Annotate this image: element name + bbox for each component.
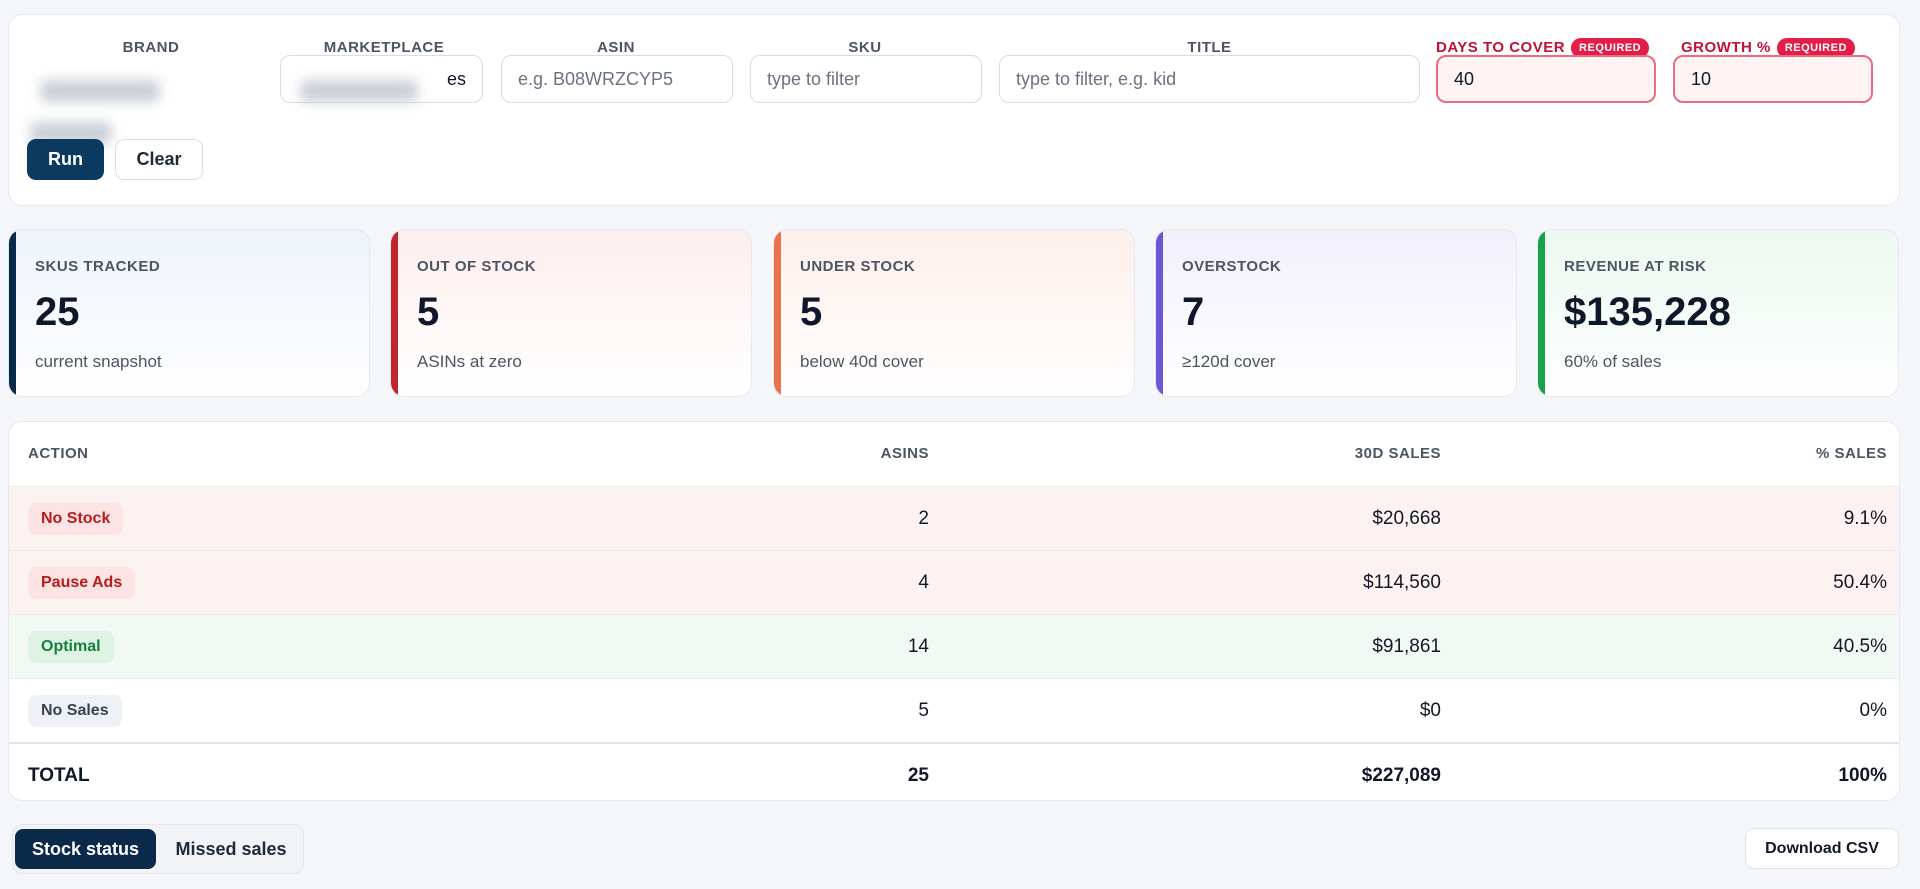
sales-cell: $91,861 <box>1372 636 1441 657</box>
kpi-subtitle: ≥120d cover <box>1182 352 1276 371</box>
growth-input[interactable] <box>1673 55 1873 103</box>
kpi-overstock: OVERSTOCK 7 ≥120d cover <box>1155 229 1517 397</box>
kpi-value: 7 <box>1182 290 1205 334</box>
title-input[interactable] <box>999 55 1420 103</box>
kpi-accent <box>774 230 781 396</box>
table-total-row: TOTAL 25 $227,089 100% <box>9 742 1899 800</box>
kpi-accent <box>1538 230 1545 396</box>
sku-label: SKU <box>848 39 882 56</box>
tab-stock-status[interactable]: Stock status <box>15 829 156 869</box>
redacted-brand <box>40 80 160 102</box>
kpi-accent <box>391 230 398 396</box>
action-pill: No Stock <box>28 502 124 535</box>
action-cell: Pause Ads <box>28 551 136 615</box>
kpi-value: 5 <box>800 290 823 334</box>
kpi-accent <box>1156 230 1163 396</box>
asins-cell: 2 <box>918 508 929 529</box>
pct-cell: 40.5% <box>1833 636 1887 657</box>
kpi-label: OUT OF STOCK <box>417 258 537 275</box>
asins-cell: 14 <box>907 636 929 657</box>
kpi-subtitle: 60% of sales <box>1564 352 1662 371</box>
action-summary-table: ACTION ASINS 30D SALES % SALES No Stock … <box>8 421 1900 801</box>
required-badge: REQUIRED <box>1776 38 1855 58</box>
clear-button[interactable]: Clear <box>115 139 203 180</box>
kpi-value: 5 <box>417 290 440 334</box>
header-pct-sales: % SALES <box>1815 445 1887 462</box>
kpi-value: $135,228 <box>1564 290 1731 334</box>
action-cell: No Stock <box>28 487 124 551</box>
download-csv-button[interactable]: Download CSV <box>1745 828 1899 869</box>
pct-cell: 0% <box>1859 700 1887 721</box>
kpi-label: OVERSTOCK <box>1182 258 1282 275</box>
redacted-marketplace <box>300 80 418 102</box>
kpi-skus-tracked: SKUS TRACKED 25 current snapshot <box>8 229 370 397</box>
kpi-label: SKUS TRACKED <box>35 258 161 275</box>
table-header: ACTION ASINS 30D SALES % SALES <box>9 422 1899 486</box>
action-pill: Pause Ads <box>28 566 136 599</box>
kpi-subtitle: ASINs at zero <box>417 352 522 371</box>
tab-missed-sales[interactable]: Missed sales <box>163 829 299 869</box>
kpi-label: REVENUE AT RISK <box>1564 258 1707 275</box>
action-pill: No Sales <box>28 694 122 727</box>
asins-cell: 4 <box>918 572 929 593</box>
days-to-cover-label: DAYS TO COVER REQUIRED <box>1436 38 1656 58</box>
pct-cell: 9.1% <box>1843 508 1887 529</box>
view-tabs: Stock status Missed sales <box>12 824 304 874</box>
kpi-label: UNDER STOCK <box>800 258 916 275</box>
kpi-subtitle: current snapshot <box>35 352 162 371</box>
days-to-cover-input[interactable] <box>1436 55 1656 103</box>
header-asins: ASINS <box>880 445 929 462</box>
marketplace-label: MARKETPLACE <box>323 39 445 56</box>
action-pill: Optimal <box>28 630 114 663</box>
action-cell: Optimal <box>28 615 114 679</box>
header-30d-sales: 30D SALES <box>1354 445 1441 462</box>
table-row[interactable]: Optimal 14 $91,861 40.5% <box>9 614 1899 678</box>
action-cell: No Sales <box>28 679 122 743</box>
title-label: TITLE <box>1187 39 1232 56</box>
brand-label: BRAND <box>122 39 180 56</box>
total-asins: 25 <box>907 765 929 786</box>
asin-label: ASIN <box>597 39 635 56</box>
header-action: ACTION <box>28 445 89 462</box>
growth-label-text: GROWTH % <box>1681 39 1771 56</box>
asin-input[interactable] <box>501 55 733 103</box>
table-row[interactable]: No Stock 2 $20,668 9.1% <box>9 486 1899 550</box>
total-label: TOTAL <box>28 765 90 786</box>
table-row[interactable]: Pause Ads 4 $114,560 50.4% <box>9 550 1899 614</box>
sales-cell: $20,668 <box>1372 508 1441 529</box>
table-row[interactable]: No Sales 5 $0 0% <box>9 678 1899 742</box>
days-to-cover-label-text: DAYS TO COVER <box>1436 39 1566 56</box>
total-sales: $227,089 <box>1361 765 1441 786</box>
redacted-overlay <box>30 122 112 144</box>
growth-label: GROWTH % REQUIRED <box>1681 38 1891 58</box>
kpi-under-stock: UNDER STOCK 5 below 40d cover <box>773 229 1135 397</box>
sales-cell: $0 <box>1419 700 1441 721</box>
kpi-accent <box>9 230 16 396</box>
asins-cell: 5 <box>918 700 929 721</box>
kpi-out-of-stock: OUT OF STOCK 5 ASINs at zero <box>390 229 752 397</box>
kpi-value: 25 <box>35 290 80 334</box>
run-button[interactable]: Run <box>27 139 104 180</box>
sku-input[interactable] <box>750 55 982 103</box>
sales-cell: $114,560 <box>1363 572 1441 593</box>
total-pct: 100% <box>1838 765 1887 786</box>
kpi-revenue-at-risk: REVENUE AT RISK $135,228 60% of sales <box>1537 229 1899 397</box>
required-badge: REQUIRED <box>1571 38 1650 58</box>
kpi-subtitle: below 40d cover <box>800 352 924 371</box>
pct-cell: 50.4% <box>1833 572 1887 593</box>
